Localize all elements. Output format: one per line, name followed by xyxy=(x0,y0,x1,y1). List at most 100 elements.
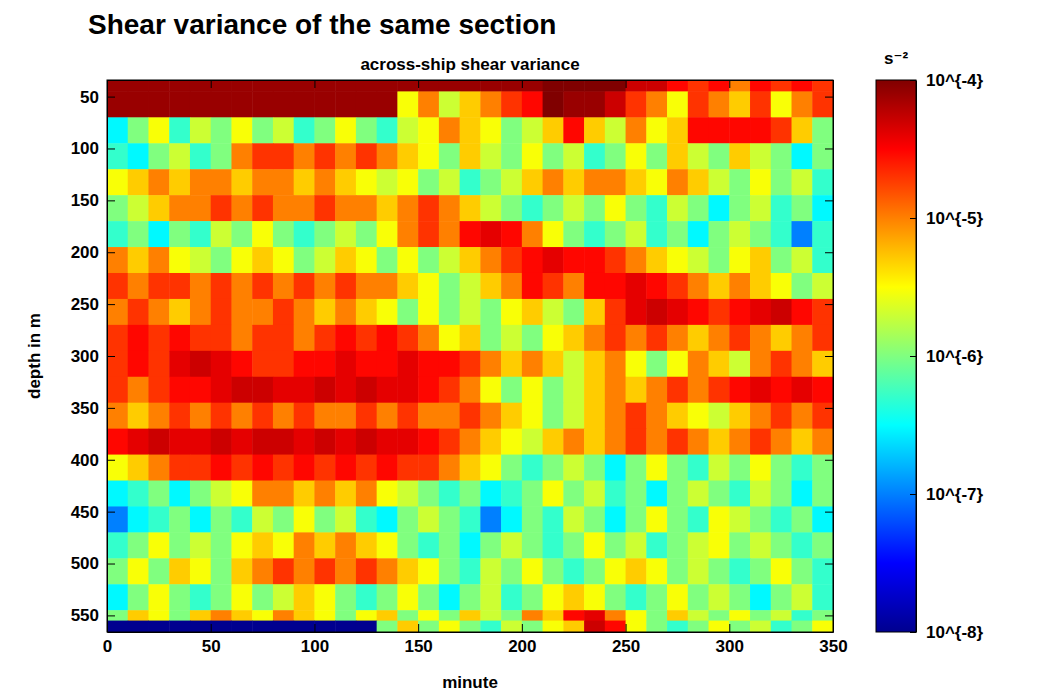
cell xyxy=(563,143,584,169)
tick xyxy=(729,80,730,88)
cell xyxy=(812,621,833,632)
cell xyxy=(273,169,294,195)
cell xyxy=(128,221,149,247)
cell xyxy=(418,558,439,584)
cell xyxy=(460,299,481,325)
cell xyxy=(501,117,522,143)
tick-mark xyxy=(314,80,315,88)
cell xyxy=(771,80,792,92)
cell xyxy=(252,403,273,429)
cell xyxy=(252,117,273,143)
cell xyxy=(605,481,626,507)
cell xyxy=(709,377,730,403)
cell xyxy=(148,117,169,143)
cell xyxy=(439,221,460,247)
cell xyxy=(190,299,211,325)
cell xyxy=(792,325,813,351)
cell xyxy=(356,195,377,221)
cell xyxy=(709,143,730,169)
cell xyxy=(584,299,605,325)
tick: 150 xyxy=(71,191,115,210)
tick-label: 300 xyxy=(716,637,744,656)
cell xyxy=(543,403,564,429)
cell xyxy=(335,506,356,532)
cell xyxy=(584,621,605,632)
x-axis-top xyxy=(108,80,834,88)
cell xyxy=(709,351,730,377)
cell xyxy=(771,247,792,273)
tick-mark xyxy=(825,252,833,253)
cell xyxy=(273,91,294,117)
cell xyxy=(501,403,522,429)
cell xyxy=(812,377,833,403)
cell xyxy=(709,429,730,455)
cell xyxy=(584,351,605,377)
cell xyxy=(190,429,211,455)
cell xyxy=(252,455,273,481)
cell xyxy=(128,377,149,403)
cell xyxy=(148,143,169,169)
cell xyxy=(584,532,605,558)
cell xyxy=(418,117,439,143)
cell xyxy=(231,610,252,621)
tick xyxy=(825,512,833,513)
cell xyxy=(480,377,501,403)
cell xyxy=(314,429,335,455)
cell xyxy=(501,377,522,403)
cell xyxy=(335,169,356,195)
cell xyxy=(231,195,252,221)
cell xyxy=(729,221,750,247)
cell xyxy=(377,80,398,92)
cell xyxy=(128,506,149,532)
cell xyxy=(646,455,667,481)
cell xyxy=(169,403,190,429)
tick: 10^{-6} xyxy=(910,347,984,366)
cell xyxy=(688,481,709,507)
tick-mark xyxy=(107,304,115,305)
cell xyxy=(397,403,418,429)
cell xyxy=(501,169,522,195)
cell xyxy=(667,377,688,403)
cell xyxy=(626,80,647,92)
cell xyxy=(812,169,833,195)
cell xyxy=(356,621,377,632)
cell xyxy=(667,143,688,169)
cell xyxy=(626,429,647,455)
cell xyxy=(460,506,481,532)
cell xyxy=(729,117,750,143)
cell xyxy=(231,91,252,117)
cell xyxy=(709,558,730,584)
cell xyxy=(211,143,232,169)
cell xyxy=(356,506,377,532)
cell xyxy=(377,273,398,299)
cell xyxy=(667,91,688,117)
cell xyxy=(584,91,605,117)
cell xyxy=(626,325,647,351)
cell xyxy=(356,610,377,621)
cell xyxy=(314,117,335,143)
cell xyxy=(771,532,792,558)
cell xyxy=(377,351,398,377)
cell xyxy=(688,169,709,195)
cell xyxy=(501,80,522,92)
cell xyxy=(501,247,522,273)
cell xyxy=(231,558,252,584)
tick xyxy=(825,564,833,565)
cell xyxy=(667,403,688,429)
cell xyxy=(231,80,252,92)
cell xyxy=(563,80,584,92)
cell xyxy=(646,481,667,507)
cell xyxy=(107,143,128,169)
cell xyxy=(729,299,750,325)
cell xyxy=(480,325,501,351)
cell xyxy=(377,506,398,532)
y-axis-right xyxy=(825,81,834,633)
cell xyxy=(750,429,771,455)
cell xyxy=(605,455,626,481)
cell xyxy=(771,610,792,621)
cell xyxy=(294,429,315,455)
cell xyxy=(812,273,833,299)
cell xyxy=(812,403,833,429)
cell xyxy=(605,169,626,195)
cell xyxy=(522,455,543,481)
